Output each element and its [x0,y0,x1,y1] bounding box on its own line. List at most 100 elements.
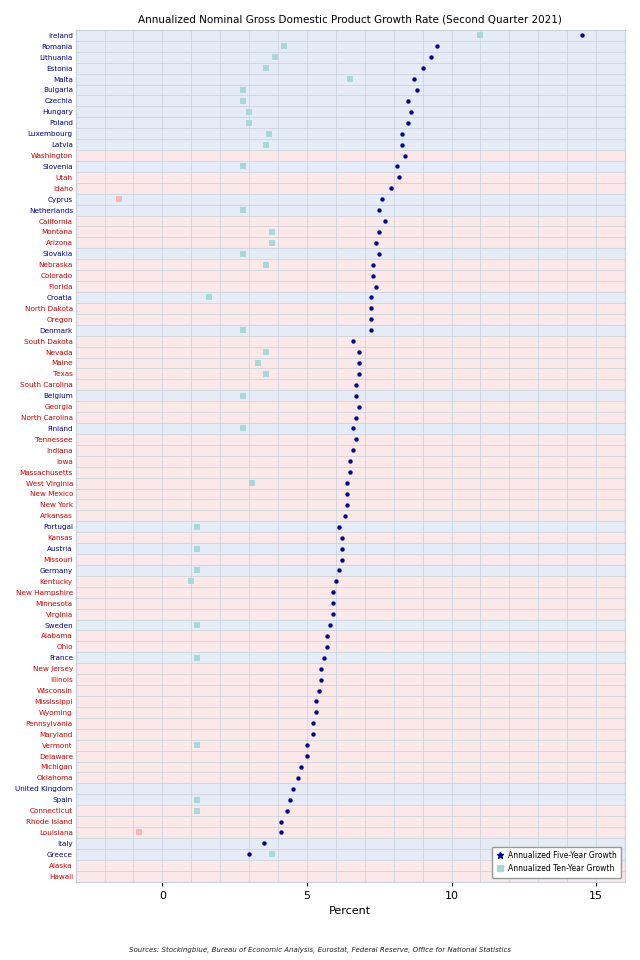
Bar [76,270,625,281]
Point [282,803,292,818]
Bar [76,674,625,685]
Bar [76,324,625,336]
Point [476,28,486,43]
Bar [76,663,625,674]
Point [270,50,280,65]
Point [285,792,295,807]
Bar [76,598,625,609]
Point [351,377,361,393]
Point [380,213,390,228]
Point [325,617,335,633]
Bar [76,194,625,204]
Bar [76,761,625,773]
Point [348,443,358,458]
Point [354,355,364,371]
Point [192,563,202,578]
Point [296,759,307,775]
Point [354,399,364,415]
Bar [76,619,625,631]
Point [333,563,344,578]
Bar [76,172,625,182]
Point [264,126,275,141]
Point [319,650,330,665]
Bar [76,499,625,511]
Point [412,83,422,98]
Point [259,836,269,852]
Point [204,290,214,305]
Point [267,225,277,240]
Point [308,715,318,731]
Point [392,158,402,174]
Bar [76,347,625,357]
Bar [76,718,625,729]
Point [310,694,321,709]
Bar [76,805,625,816]
Point [316,661,326,677]
Bar [76,641,625,653]
Point [337,552,347,567]
Bar [76,216,625,227]
Point [238,83,248,98]
Bar [76,434,625,444]
Bar [76,838,625,849]
Point [351,432,361,447]
Legend: Annualized Five-Year Growth, Annualized Ten-Year Growth: Annualized Five-Year Growth, Annualized … [492,847,621,877]
Bar [76,707,625,718]
Bar [76,467,625,478]
Bar [76,849,625,860]
Point [114,191,124,206]
Point [261,60,271,76]
Bar [76,62,625,74]
Bar [76,41,625,52]
Bar [76,565,625,576]
Point [337,540,347,556]
Point [342,475,353,491]
Point [238,203,248,218]
Bar [76,412,625,423]
Point [267,235,277,251]
Point [287,781,298,797]
Bar [76,827,625,838]
Point [186,574,196,589]
Point [394,170,404,185]
Bar [76,609,625,619]
Bar [76,379,625,391]
Bar [76,161,625,172]
Point [134,825,145,840]
Bar [76,129,625,139]
Point [365,323,376,338]
Point [333,519,344,535]
Bar [76,478,625,489]
Point [351,410,361,425]
Point [371,235,381,251]
Point [276,825,286,840]
Bar [76,816,625,827]
Bar [76,696,625,707]
Point [331,574,341,589]
Point [310,705,321,720]
Point [374,203,385,218]
Bar [76,783,625,794]
Point [577,28,587,43]
Point [351,388,361,403]
Bar [76,489,625,499]
Point [345,453,355,468]
Bar [76,794,625,805]
Point [328,607,338,622]
Bar [76,74,625,84]
Bar [76,336,625,347]
Point [192,519,202,535]
Point [247,475,257,491]
Point [337,530,347,545]
Point [316,672,326,687]
Point [400,148,410,163]
Point [365,290,376,305]
Bar [76,401,625,412]
Bar [76,444,625,456]
Bar [76,204,625,216]
Point [342,497,353,513]
Bar [76,249,625,259]
Bar [76,653,625,663]
Point [354,366,364,381]
Title: Annualized Nominal Gross Domestic Product Growth Rate (Second Quarter 2021): Annualized Nominal Gross Domestic Produc… [138,15,563,25]
